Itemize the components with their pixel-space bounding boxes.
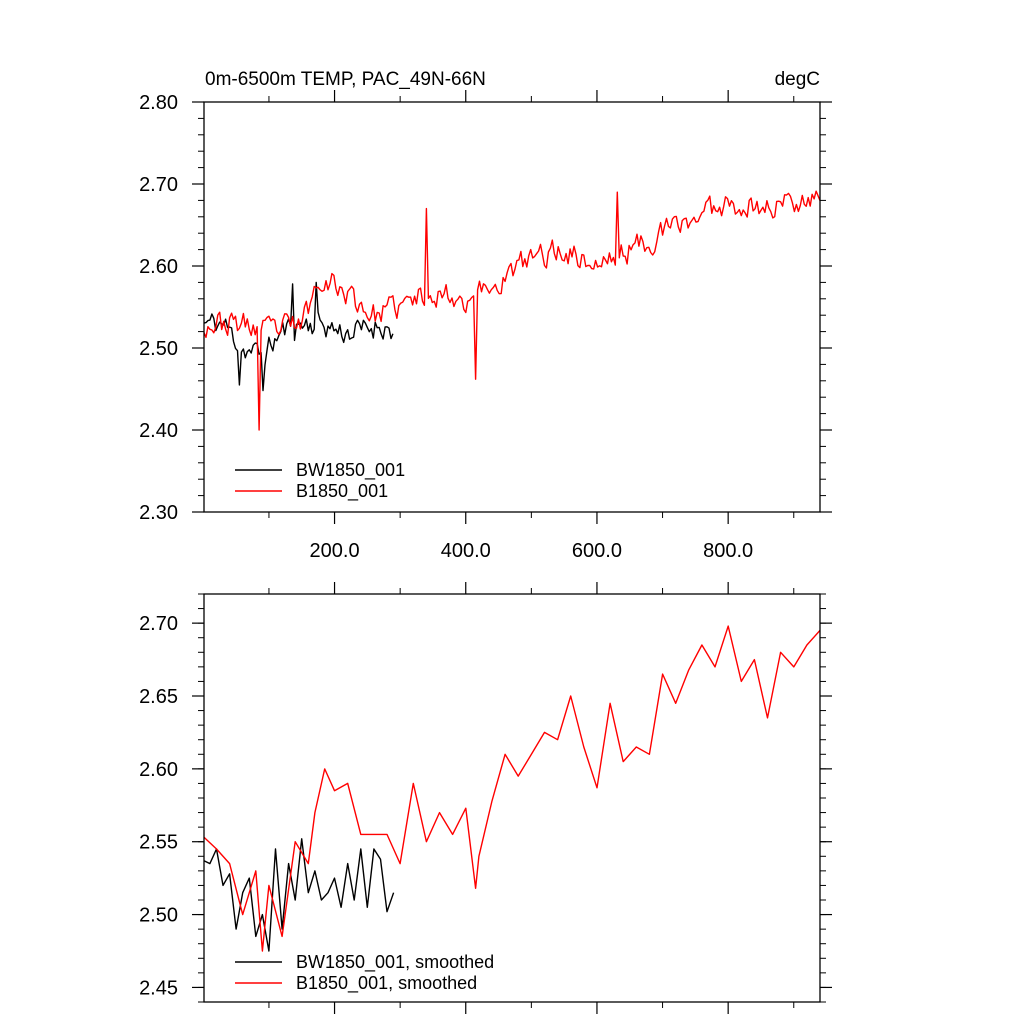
y-tick-label: 2.50 — [139, 905, 178, 927]
chart-top-frame — [203, 101, 821, 513]
y-tick-label: 2.70 — [139, 174, 178, 196]
x-tick-label: 400.0 — [441, 540, 491, 562]
y-tick-label: 2.55 — [139, 832, 178, 854]
x-tick-label: 200.0 — [310, 540, 360, 562]
chart-bottom-frame — [203, 593, 821, 1003]
chart-bottom-legend: BW1850_001, smoothed B1850_001, smoothed — [235, 952, 494, 994]
series-line-b1850-001-smoothed — [203, 625, 821, 952]
y-tick-label: 2.80 — [139, 92, 178, 114]
legend-label-b1850: B1850_001 — [296, 481, 388, 502]
x-tick-label: 600.0 — [572, 540, 622, 562]
legend-label-bw1850: BW1850_001 — [296, 460, 405, 481]
chart-bottom-ticks: 2.45 2.50 2.55 2.60 2.65 2.70 — [139, 582, 832, 1014]
chart-top-legend: BW1850_001 B1850_001 — [235, 460, 405, 502]
chart-top-ticks: 2.30 2.40 2.50 2.60 2.70 2.80 200.0 400.0 600.0 8… — [139, 90, 832, 562]
legend-label-bw1850-smoothed: BW1850_001, smoothed — [296, 952, 494, 973]
chart-bottom: 2.45 2.50 2.55 2.60 2.65 2.70 BW1850_001, smo… — [139, 582, 832, 1014]
y-tick-label: 2.70 — [139, 613, 178, 635]
series-line-bw1850-001-smoothed — [203, 838, 395, 952]
series-line-bw1850-001 — [203, 281, 394, 392]
y-tick-label: 2.40 — [139, 420, 178, 442]
chart-top-title: 0m-6500m TEMP, PAC_49N-66N — [205, 69, 486, 90]
chart-bottom-series — [203, 625, 821, 952]
series-line-b1850-001 — [203, 190, 821, 431]
y-tick-label: 2.50 — [139, 338, 178, 360]
y-tick-label: 2.60 — [139, 256, 178, 278]
legend-label-b1850-smoothed: B1850_001, smoothed — [296, 973, 477, 994]
y-tick-label: 2.45 — [139, 977, 178, 999]
y-tick-label: 2.65 — [139, 686, 178, 708]
chart-top-series — [203, 190, 821, 431]
x-tick-label: 800.0 — [703, 540, 753, 562]
chart-top-units: degC — [775, 69, 820, 90]
chart-top: 0m-6500m TEMP, PAC_49N-66N degC 2.30 2.40… — [139, 69, 832, 562]
y-tick-label: 2.30 — [139, 502, 178, 524]
y-tick-label: 2.60 — [139, 759, 178, 781]
